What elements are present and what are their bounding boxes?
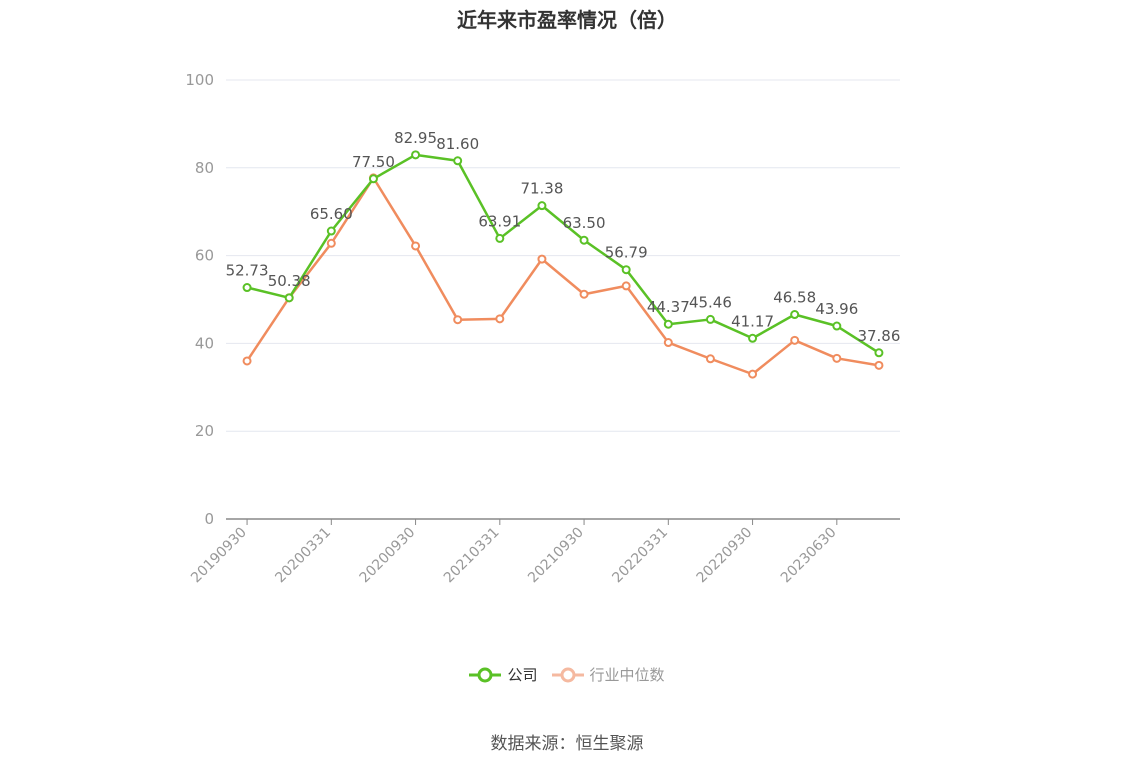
data-label: 45.46 [689,293,732,311]
data-point [621,265,631,275]
data-point [579,235,589,245]
data-point [495,233,505,243]
legend-label: 行业中位数 [589,666,665,684]
x-tick-label: 20190930 [188,525,250,587]
legend-line-marker-icon [469,667,502,682]
series-line [246,176,880,376]
data-point [368,174,378,184]
data-point [663,319,673,329]
data-point [832,353,842,363]
data-point [748,333,758,343]
legend-line-marker-icon [551,667,584,682]
x-tick-label: 20210331 [441,525,503,587]
data-point [705,354,715,364]
data-point [748,369,758,379]
data-point [411,150,421,160]
data-label: 46.58 [773,289,816,307]
x-tick-label: 20220331 [609,525,671,587]
data-label: 82.95 [394,129,437,147]
data-point [621,281,631,291]
data-label: 81.60 [436,135,479,153]
data-label: 50.38 [268,272,311,290]
data-point [874,360,884,370]
data-point [537,254,547,264]
data-label: 63.50 [563,214,606,232]
series-layer [242,150,884,379]
y-tick-label: 20 [195,422,214,440]
data-point [832,321,842,331]
data-point [790,335,800,345]
data-label: 44.37 [647,298,690,316]
legend: 公司 行业中位数 [0,664,1134,685]
x-tick-label: 20210930 [525,525,587,587]
data-point [284,293,294,303]
data-point [874,348,884,358]
x-tick-label: 20200331 [272,525,334,587]
data-point [495,314,505,324]
data-point [326,226,336,236]
legend-item-industry-median[interactable]: 行业中位数 [551,664,665,685]
data-label: 56.79 [605,244,648,262]
x-tick-label: 20230630 [778,525,840,587]
data-label: 77.50 [352,153,395,171]
y-tick-label: 60 [195,247,214,265]
y-tick-label: 100 [185,71,214,89]
data-point [453,156,463,166]
y-tick-label: 40 [195,334,214,352]
data-point [242,356,252,366]
x-tick-label: 20200930 [357,525,419,587]
data-label: 37.86 [857,327,900,345]
data-point [411,241,421,251]
legend-label: 公司 [507,666,538,684]
data-label: 65.60 [310,205,353,223]
data-point [242,283,252,293]
data-point [537,201,547,211]
line-chart: 0 20 40 60 80 100 20190930 20200331 20200930 2021… [185,71,901,586]
series-line [246,153,880,354]
series-公司 [242,150,884,358]
data-point [663,338,673,348]
data-point [790,310,800,320]
source-note: 数据来源：恒生聚源 [490,734,644,754]
data-label: 41.17 [731,312,774,330]
y-tick-label: 0 [204,510,214,528]
data-label: 63.91 [478,212,521,230]
axes: 0 20 40 60 80 100 20190930 20200331 20200930 2021… [185,71,900,586]
x-tick-label: 20220930 [694,525,756,587]
y-tick-label: 80 [195,159,214,177]
data-point [453,315,463,325]
data-label: 71.38 [520,180,563,198]
data-point [705,314,715,324]
data-point [579,289,589,299]
gridlines [226,79,900,432]
chart-title: 近年来市盈率情况（倍） [457,8,677,32]
data-label: 52.73 [226,262,269,280]
data-label: 43.96 [815,300,858,318]
legend-item-company[interactable]: 公司 [469,664,538,685]
data-point [326,238,336,248]
